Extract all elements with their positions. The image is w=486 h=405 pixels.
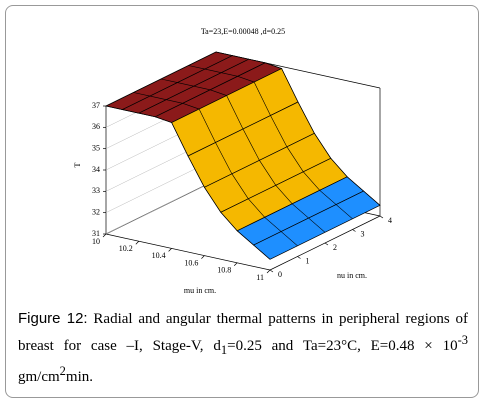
chart: Ta=23,E=0.00048 ,d=0.25 T mu in cm. nu i… bbox=[73, 27, 392, 295]
z-tick-label: 32 bbox=[92, 207, 100, 216]
grid-line bbox=[105, 179, 217, 235]
y-tick-label: 3 bbox=[361, 229, 365, 238]
tick-mark bbox=[297, 256, 301, 259]
x-axis bbox=[105, 233, 271, 271]
y-tick-label: 2 bbox=[333, 243, 337, 252]
x-tick-label: 10.2 bbox=[119, 244, 133, 253]
x-tick-label: 11 bbox=[256, 273, 264, 282]
z-tick-label: 31 bbox=[92, 229, 100, 238]
tick-mark bbox=[266, 269, 271, 274]
z-tick-label: 37 bbox=[92, 101, 100, 110]
x-tick-label: 10.4 bbox=[152, 251, 166, 260]
x-tick-label: 10 bbox=[92, 237, 100, 246]
y-tick-label: 0 bbox=[278, 270, 282, 279]
tick-mark bbox=[168, 248, 172, 252]
caption-text: gm/cm bbox=[18, 369, 60, 385]
tick-mark bbox=[379, 215, 384, 219]
z-tick-label: 35 bbox=[92, 143, 100, 152]
tick-mark bbox=[135, 240, 140, 245]
caption-sup: 2 bbox=[59, 364, 66, 378]
x-axis-label: mu in cm. bbox=[184, 286, 216, 295]
z-tick-label: 34 bbox=[92, 165, 100, 174]
surface-line bbox=[215, 51, 381, 206]
surface-line bbox=[160, 78, 326, 233]
z-tick-label: 33 bbox=[92, 186, 100, 195]
y-axis-label: nu in cm. bbox=[337, 271, 367, 280]
surface-line bbox=[105, 105, 271, 260]
z-axis-label: T bbox=[73, 162, 82, 167]
caption-text: min. bbox=[65, 369, 94, 385]
surface-line bbox=[133, 92, 298, 247]
surface-line bbox=[188, 65, 353, 220]
x-tick-label: 10.8 bbox=[217, 266, 231, 275]
figure-frame bbox=[5, 5, 479, 398]
z-tick-label: 36 bbox=[92, 122, 100, 131]
tick-mark bbox=[269, 269, 274, 273]
caption-sub: 1 bbox=[220, 343, 228, 357]
chart-title: Ta=23,E=0.00048 ,d=0.25 bbox=[201, 27, 285, 36]
caption-text: Radial and angular thermal patterns in p… bbox=[18, 311, 468, 354]
caption-label: Figure 12: bbox=[18, 310, 88, 327]
x-tick-label: 10.6 bbox=[184, 258, 198, 267]
caption: Figure 12: Radial and angular thermal pa… bbox=[18, 308, 468, 388]
caption-sup: -3 bbox=[457, 333, 468, 347]
tick-mark bbox=[352, 229, 356, 232]
caption-text: =0.25 and Ta=23°C, E=0.48 × 10 bbox=[227, 338, 458, 354]
tick-mark bbox=[233, 262, 238, 267]
y-tick-label: 1 bbox=[306, 256, 310, 265]
y-tick-label: 4 bbox=[388, 216, 392, 225]
tick-mark bbox=[324, 242, 329, 246]
tick-mark bbox=[102, 233, 107, 238]
tick-mark bbox=[201, 255, 205, 259]
